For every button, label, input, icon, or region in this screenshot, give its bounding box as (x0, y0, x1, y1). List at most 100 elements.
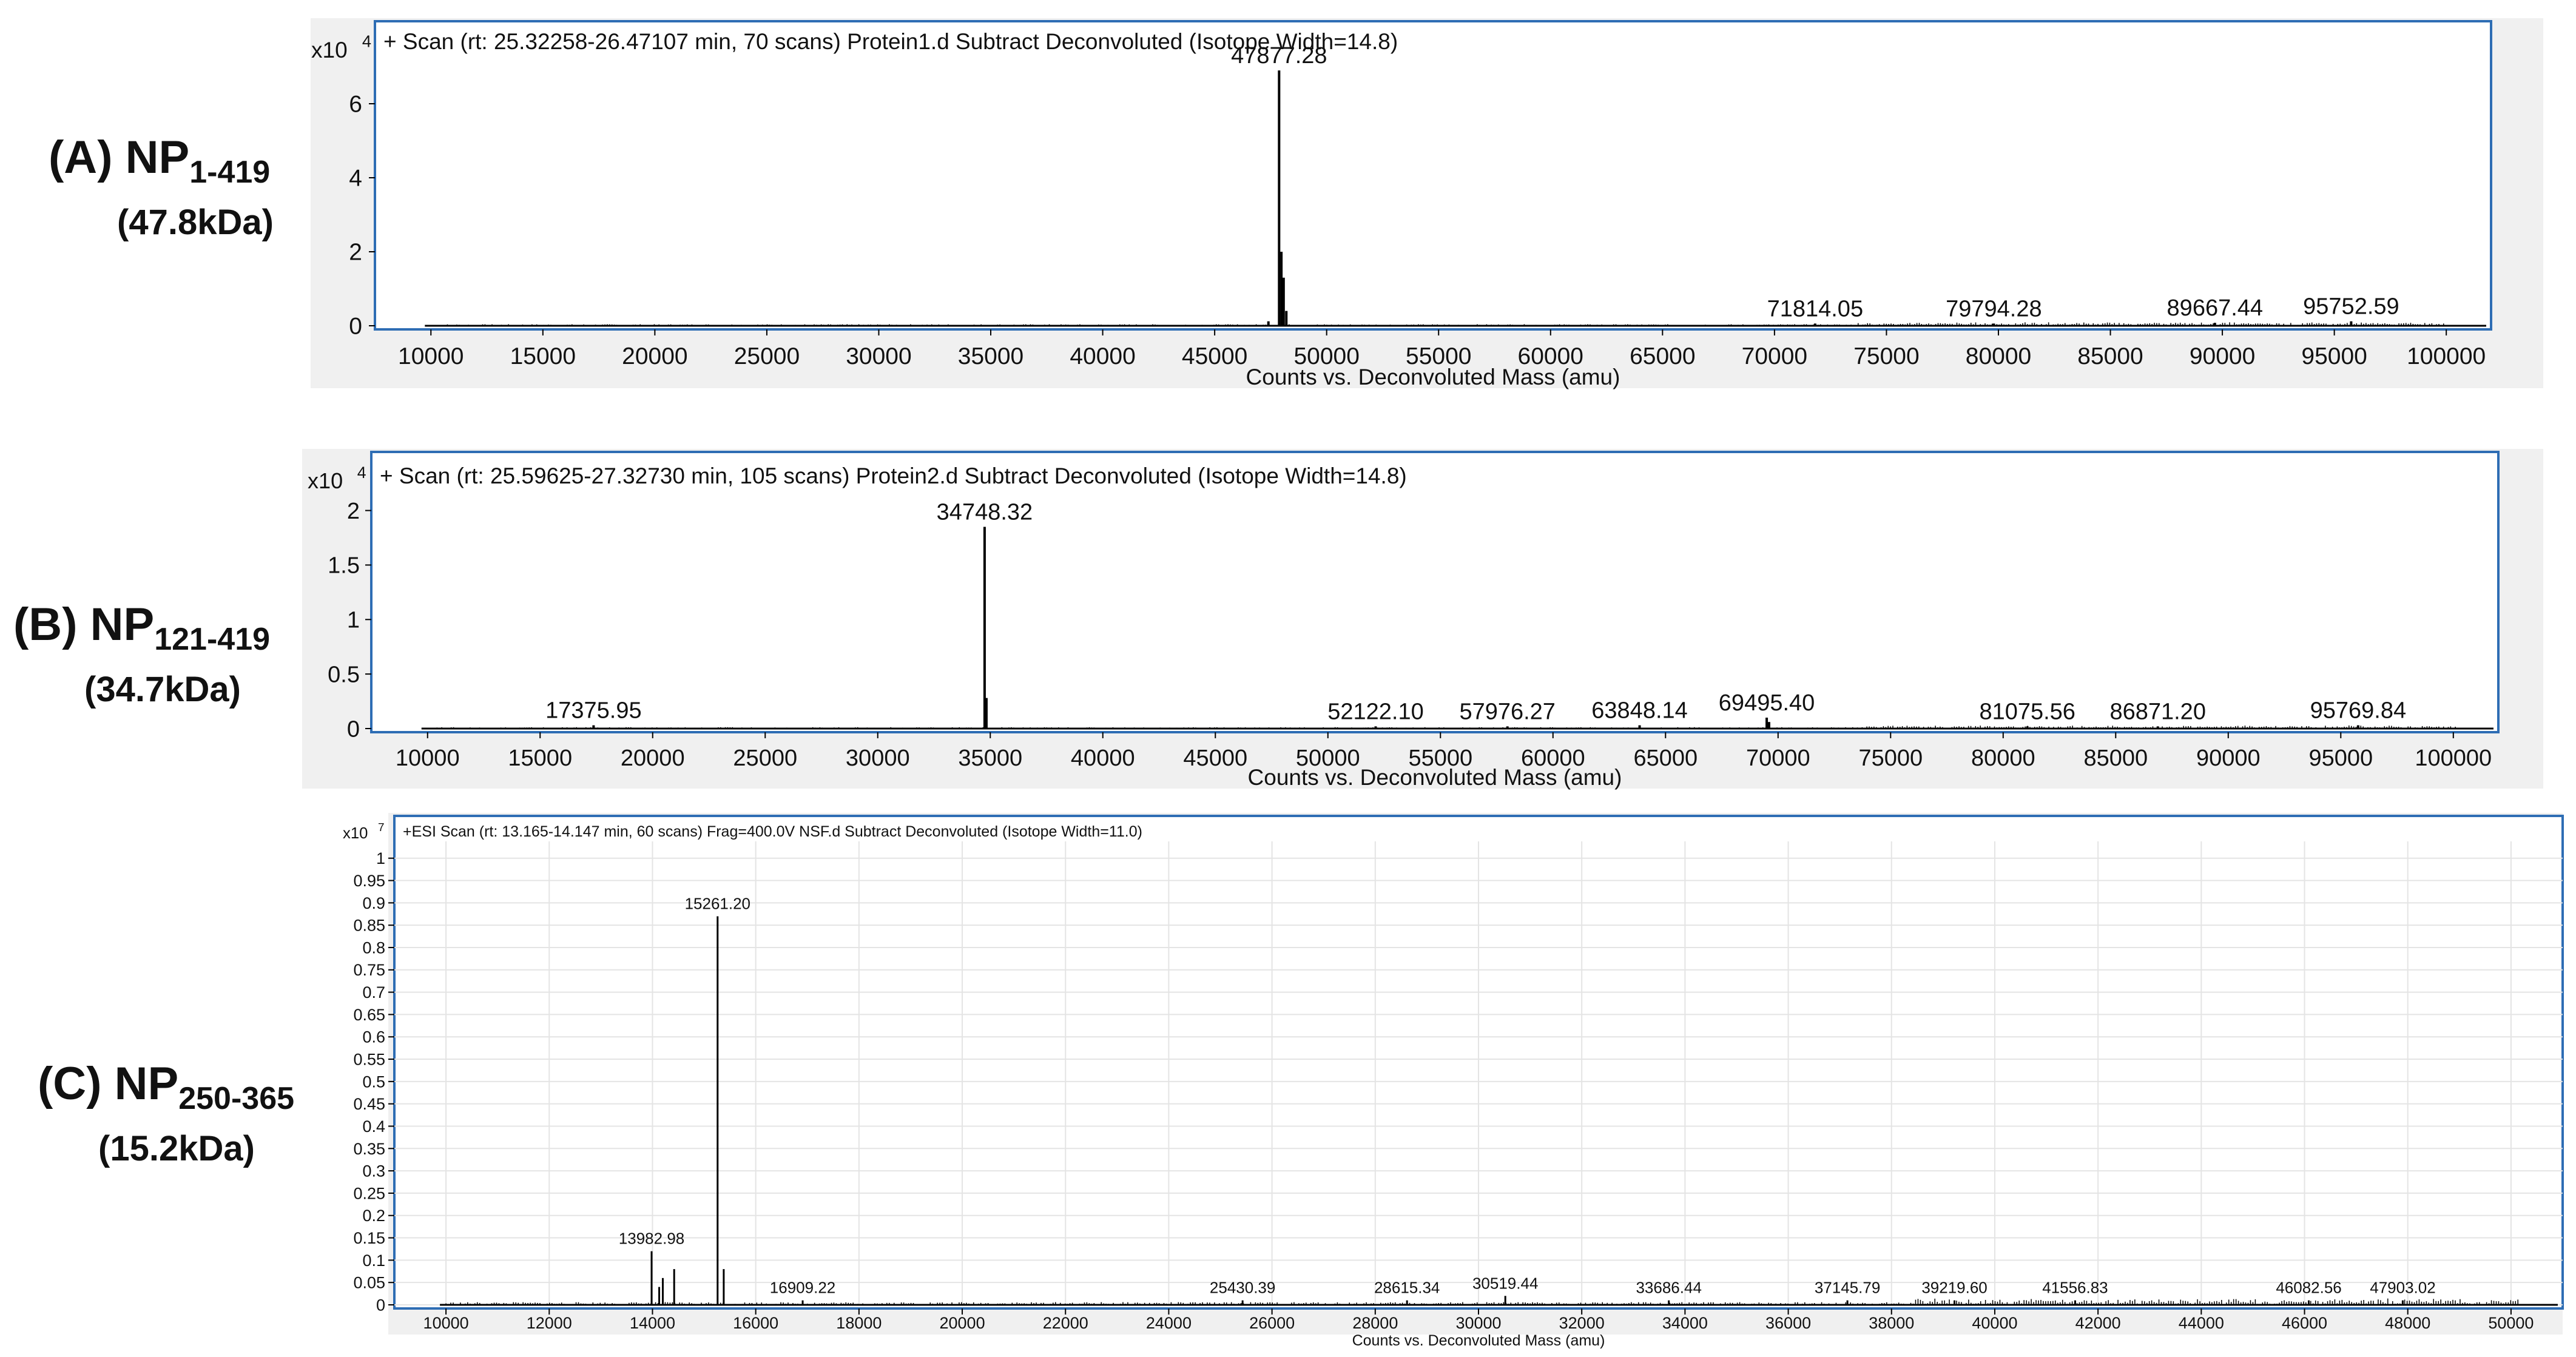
spectrum-panel-1: + Scan (rt: 25.32258-26.47107 min, 70 sc… (311, 18, 2543, 389)
y-tick-label: 2 (349, 240, 362, 266)
panel-a-mass: (47.8kDa) (117, 203, 274, 242)
peak-label: 81075.56 (1979, 699, 2075, 724)
peak-label: 46082.56 (2276, 1279, 2341, 1297)
panel-a-letter: (A) NP (49, 132, 190, 183)
y-tick-label: 6 (349, 92, 362, 118)
panel-b-name: (B) NP121-419 (13, 598, 270, 667)
baseline-noise (430, 322, 2449, 326)
x-tick-label: 20000 (621, 746, 685, 771)
peak-label: 71814.05 (1767, 296, 1864, 322)
x-axis-title: Counts vs. Deconvoluted Mass (amu) (1246, 365, 1620, 389)
y-tick-label: 0.5 (362, 1072, 385, 1091)
x-tick-label: 46000 (2282, 1314, 2327, 1332)
x-tick-label: 55000 (1406, 343, 1471, 369)
panel-b-letter: (B) NP (13, 599, 155, 650)
peak-label: 79794.28 (1946, 296, 2042, 322)
scan-title: + Scan (rt: 25.32258-26.47107 min, 70 sc… (383, 29, 1398, 54)
x-tick-label: 95000 (2301, 343, 2367, 369)
x-tick-label: 28000 (1352, 1314, 1398, 1332)
y-tick-label: 4 (349, 166, 362, 192)
y-tick-label: 0.4 (362, 1117, 385, 1136)
y-tick-label: 0.05 (353, 1274, 385, 1292)
peak-label: 69495.40 (1719, 690, 1815, 716)
x-tick-label: 40000 (1070, 343, 1135, 369)
y-tick-label: 0.85 (353, 917, 385, 935)
peak-label: 95769.84 (2310, 698, 2407, 724)
x-tick-label: 65000 (1633, 746, 1698, 771)
y-tick-label: 1 (376, 849, 385, 867)
x-tick-label: 18000 (836, 1314, 882, 1332)
peak-label: 63848.14 (1591, 698, 1688, 724)
y-tick-label: 0.95 (353, 872, 385, 890)
y-scale-label: x10 (311, 37, 348, 62)
y-tick-label: 0.3 (362, 1162, 385, 1180)
x-tick-label: 30000 (1455, 1314, 1501, 1332)
x-tick-label: 22000 (1043, 1314, 1088, 1332)
x-axis-title: Counts vs. Deconvoluted Mass (amu) (1248, 765, 1622, 790)
x-tick-label: 40000 (1071, 746, 1135, 771)
baseline-noise (445, 1298, 2519, 1305)
x-tick-label: 100000 (2415, 746, 2492, 771)
scan-title: + Scan (rt: 25.59625-27.32730 min, 105 s… (380, 463, 1407, 488)
y-tick-label: 0.45 (353, 1095, 385, 1113)
x-tick-label: 75000 (1853, 343, 1919, 369)
x-tick-label: 30000 (846, 343, 911, 369)
y-tick-label: 0.7 (362, 983, 385, 1002)
x-tick-label: 85000 (2077, 343, 2143, 369)
x-tick-label: 10000 (396, 746, 460, 771)
y-scale-exponent: 4 (362, 32, 371, 50)
y-tick-label: 1.5 (328, 553, 360, 579)
x-tick-label: 75000 (1858, 746, 1923, 771)
x-tick-label: 60000 (1521, 746, 1585, 771)
x-tick-label: 45000 (1182, 343, 1247, 369)
y-tick-label: 0 (349, 314, 362, 340)
peak-label: 41556.83 (2042, 1279, 2108, 1297)
panel-a-name: (A) NP1-419 (49, 130, 274, 200)
y-tick-label: 0.6 (362, 1028, 385, 1046)
y-scale-label: x10 (343, 825, 368, 842)
y-tick-label: 0.25 (353, 1184, 385, 1202)
x-tick-label: 70000 (1746, 746, 1810, 771)
x-tick-label: 80000 (1971, 746, 2035, 771)
x-tick-label: 50000 (2488, 1314, 2534, 1332)
x-tick-label: 30000 (846, 746, 910, 771)
x-tick-label: 20000 (940, 1314, 985, 1332)
panel-c-label: (C) NP250-365 (15.2kDa) (38, 1057, 294, 1172)
x-tick-label: 50000 (1296, 746, 1360, 771)
x-tick-label: 14000 (630, 1314, 675, 1332)
x-tick-label: 24000 (1146, 1314, 1192, 1332)
x-tick-label: 70000 (1742, 343, 1807, 369)
x-tick-label: 55000 (1408, 746, 1472, 771)
x-tick-label: 32000 (1559, 1314, 1605, 1332)
x-tick-label: 100000 (2407, 343, 2486, 369)
y-scale-label: x10 (308, 468, 343, 493)
y-tick-label: 1 (347, 608, 360, 633)
y-scale-exponent: 4 (357, 463, 366, 482)
y-tick-label: 0.65 (353, 1006, 385, 1024)
y-tick-label: 0.35 (353, 1140, 385, 1158)
x-tick-label: 40000 (1972, 1314, 2017, 1332)
spectrum-panel-2: + Scan (rt: 25.59625-27.32730 min, 105 s… (302, 449, 2543, 790)
x-tick-label: 36000 (1765, 1314, 1811, 1332)
panel-c-name: (C) NP250-365 (38, 1057, 294, 1126)
x-tick-label: 26000 (1249, 1314, 1295, 1332)
peak-label: 95752.59 (2303, 294, 2399, 320)
panel-c-letter: (C) NP (38, 1058, 179, 1110)
y-tick-label: 0.9 (362, 894, 385, 912)
peak-label: 34748.32 (937, 500, 1033, 525)
x-tick-label: 50000 (1293, 343, 1359, 369)
peak-label: 86871.20 (2109, 699, 2206, 724)
x-tick-label: 35000 (958, 746, 1022, 771)
plot-area (374, 20, 2492, 331)
x-tick-label: 65000 (1630, 343, 1695, 369)
scan-title: +ESI Scan (rt: 13.165-14.147 min, 60 sca… (403, 823, 1142, 840)
peak-label: 30519.44 (1472, 1274, 1538, 1292)
peak-label: 52122.10 (1327, 699, 1424, 724)
peak-label: 16909.22 (770, 1279, 835, 1297)
x-tick-label: 34000 (1662, 1314, 1708, 1332)
x-tick-label: 16000 (733, 1314, 778, 1332)
y-tick-label: 0.15 (353, 1229, 385, 1247)
x-axis-title: Counts vs. Deconvoluted Mass (amu) (1352, 1332, 1605, 1349)
peak-label: 37145.79 (1815, 1279, 1880, 1297)
